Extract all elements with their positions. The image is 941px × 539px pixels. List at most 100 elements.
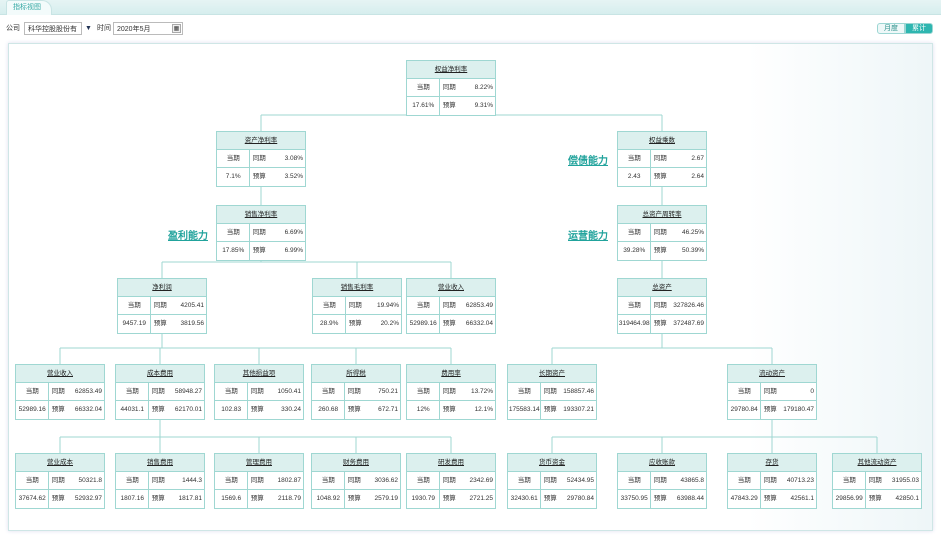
prior-label: 同期 (868, 477, 882, 484)
budget-label: 预算 (151, 495, 165, 502)
current-value: 175583.14 (508, 401, 542, 419)
current-label: 当期 (313, 297, 347, 314)
node-title[interactable]: 所得税 (312, 365, 400, 383)
time-label: 时间 (97, 25, 111, 32)
current-label: 当期 (118, 297, 152, 314)
budget-label: 预算 (543, 406, 557, 413)
node-title[interactable]: 货币资金 (508, 454, 596, 472)
node-title[interactable]: 资产净利率 (217, 132, 305, 150)
node-title[interactable]: 权益净利率 (407, 61, 495, 79)
node-title[interactable]: 总资产周转率 (618, 206, 706, 224)
budget-label: 预算 (347, 495, 361, 502)
current-value: 39.28% (618, 242, 652, 260)
node-title[interactable]: 净利润 (118, 279, 206, 297)
current-label: 当期 (508, 472, 542, 489)
caption-operation[interactable]: 运营能力 (568, 231, 608, 242)
budget-value: 50.39% (681, 247, 704, 254)
chevron-down-icon[interactable]: ▼ (85, 25, 92, 32)
current-label: 当期 (508, 383, 542, 400)
indicator-node: 净利润 当期 同期 4205.41 9457.19 预算 3819.56 (117, 278, 207, 334)
node-title[interactable]: 权益乘数 (618, 132, 706, 150)
current-value: 1807.16 (116, 490, 150, 508)
indicator-node: 营业成本 当期 同期 50321.8 37674.62 预算 52932.97 (15, 453, 105, 509)
current-value: 33750.95 (618, 490, 652, 508)
prior-value: 8.22% (474, 84, 493, 91)
cumulative-button[interactable]: 累计 (905, 23, 933, 34)
caption-profitability[interactable]: 盈利能力 (168, 231, 208, 242)
budget-label: 预算 (250, 406, 264, 413)
budget-value: 9.31% (474, 102, 493, 109)
node-title[interactable]: 成本费用 (116, 365, 204, 383)
node-title[interactable]: 其他流动资产 (833, 454, 921, 472)
current-label: 当期 (16, 383, 50, 400)
prior-value: 1802.87 (277, 477, 302, 484)
budget-value: 672.71 (378, 406, 398, 413)
indicator-node: 货币资金 当期 同期 52434.95 32430.61 预算 29780.84 (507, 453, 597, 509)
budget-label: 预算 (543, 495, 557, 502)
indicator-node: 存货 当期 同期 40713.23 47843.29 预算 42561.1 (727, 453, 817, 509)
indicator-node: 成本费用 当期 同期 58948.27 44031.1 预算 62170.01 (115, 364, 205, 420)
current-label: 当期 (618, 224, 652, 241)
current-value: 1048.92 (312, 490, 346, 508)
node-title[interactable]: 流动资产 (728, 365, 816, 383)
node-title[interactable]: 管理费用 (215, 454, 303, 472)
current-label: 当期 (407, 79, 441, 96)
company-select[interactable]: 科华控股股份有 (24, 22, 82, 35)
node-title[interactable]: 营业收入 (16, 365, 104, 383)
time-field[interactable]: 2020年5月 ▦ (113, 22, 183, 35)
indicator-node: 销售毛利率 当期 同期 19.94% 28.9% 预算 20.2% (312, 278, 402, 334)
prior-label: 同期 (51, 388, 65, 395)
node-title[interactable]: 销售费用 (116, 454, 204, 472)
current-label: 当期 (217, 150, 251, 167)
indicator-node: 营业收入 当期 同期 62853.49 52989.16 预算 66332.04 (15, 364, 105, 420)
node-title[interactable]: 长期资产 (508, 365, 596, 383)
indicator-node: 资产净利率 当期 同期 3.08% 7.1% 预算 3.52% (216, 131, 306, 187)
budget-label: 预算 (252, 173, 266, 180)
current-value: 319464.98 (618, 315, 652, 333)
prior-label: 同期 (653, 229, 667, 236)
current-value: 17.61% (407, 97, 441, 115)
prior-value: 1444.3 (182, 477, 202, 484)
node-title[interactable]: 总资产 (618, 279, 706, 297)
node-title[interactable]: 销售毛利率 (313, 279, 401, 297)
prior-label: 同期 (653, 477, 667, 484)
caption-solvency[interactable]: 偿债能力 (568, 156, 608, 167)
prior-label: 同期 (442, 477, 456, 484)
prior-value: 750.21 (378, 388, 398, 395)
current-value: 7.1% (217, 168, 251, 186)
current-value: 52989.16 (407, 315, 441, 333)
current-value: 17.85% (217, 242, 251, 260)
prior-value: 1050.41 (277, 388, 302, 395)
node-title[interactable]: 其他损益项 (215, 365, 303, 383)
prior-label: 同期 (543, 388, 557, 395)
node-title[interactable]: 营业成本 (16, 454, 104, 472)
current-label: 当期 (618, 297, 652, 314)
indicator-node: 长期资产 当期 同期 158857.46 175583.14 预算 193307.21 (507, 364, 597, 420)
node-title[interactable]: 财务费用 (312, 454, 400, 472)
tab-indicator-view[interactable]: 指标视图 (6, 0, 52, 15)
node-title[interactable]: 应收账款 (618, 454, 706, 472)
prior-value: 52434.95 (566, 477, 594, 484)
prior-value: 31955.03 (891, 477, 919, 484)
company-value: 科华控股股份有 (28, 26, 77, 33)
node-title[interactable]: 销售净利率 (217, 206, 305, 224)
budget-value: 42850.1 (895, 495, 920, 502)
node-title[interactable]: 费用率 (407, 365, 495, 383)
budget-label: 预算 (653, 173, 667, 180)
current-label: 当期 (215, 383, 249, 400)
indicator-node: 总资产周转率 当期 同期 46.25% 39.28% 预算 50.39% (617, 205, 707, 261)
prior-value: 2.67 (691, 155, 704, 162)
budget-value: 52932.97 (74, 495, 102, 502)
calendar-icon[interactable]: ▦ (172, 24, 181, 33)
node-title[interactable]: 研发费用 (407, 454, 495, 472)
indicator-node: 销售费用 当期 同期 1444.3 1807.16 预算 1817.81 (115, 453, 205, 509)
monthly-button[interactable]: 月度 (877, 23, 905, 34)
current-value: 12% (407, 401, 441, 419)
indicator-node: 费用率 当期 同期 13.72% 12% 预算 12.1% (406, 364, 496, 420)
node-title[interactable]: 营业收入 (407, 279, 495, 297)
prior-label: 同期 (348, 302, 362, 309)
current-value: 52989.16 (16, 401, 50, 419)
budget-label: 预算 (51, 406, 65, 413)
node-title[interactable]: 存货 (728, 454, 816, 472)
current-value: 260.68 (312, 401, 346, 419)
